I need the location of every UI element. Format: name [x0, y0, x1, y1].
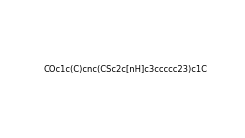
Text: COc1c(C)cnc(CSc2c[nH]c3ccccc23)c1C: COc1c(C)cnc(CSc2c[nH]c3ccccc23)c1C	[44, 65, 208, 74]
